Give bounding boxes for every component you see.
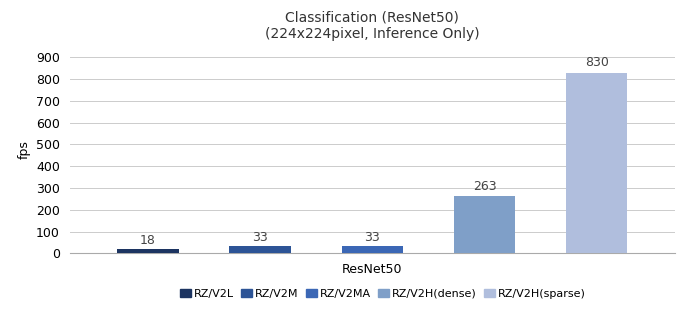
Title: Classification (ResNet50)
(224x224pixel, Inference Only): Classification (ResNet50) (224x224pixel,… bbox=[265, 11, 480, 41]
Bar bbox=[342, 246, 403, 253]
Legend: RZ/V2L, RZ/V2M, RZ/V2MA, RZ/V2H(dense), RZ/V2H(sparse): RZ/V2L, RZ/V2M, RZ/V2MA, RZ/V2H(dense), … bbox=[175, 285, 590, 303]
Bar bbox=[454, 196, 515, 253]
Text: 18: 18 bbox=[140, 234, 156, 247]
Bar bbox=[566, 73, 628, 253]
Text: 830: 830 bbox=[585, 57, 608, 70]
Text: 263: 263 bbox=[473, 180, 496, 193]
Y-axis label: fps: fps bbox=[17, 140, 31, 159]
Bar bbox=[230, 246, 291, 253]
Text: 33: 33 bbox=[365, 231, 380, 243]
Text: 33: 33 bbox=[253, 231, 268, 243]
Bar bbox=[117, 249, 179, 253]
